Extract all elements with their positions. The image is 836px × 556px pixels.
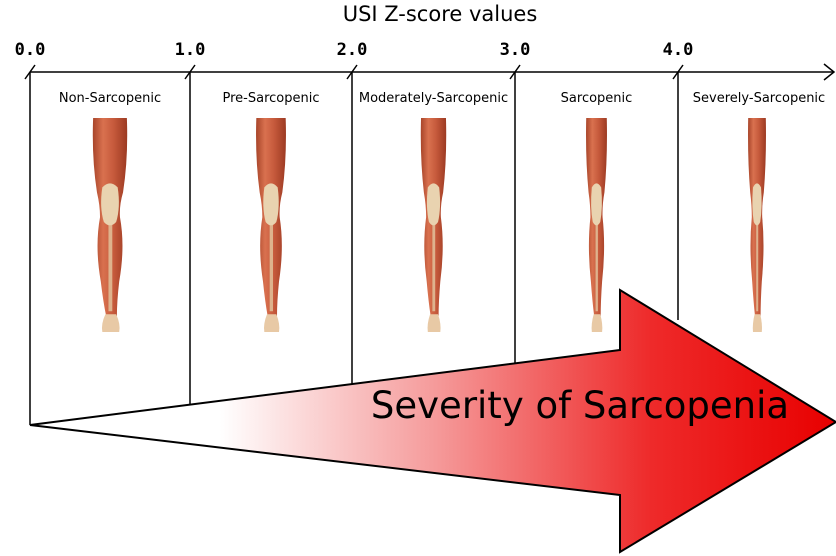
tick-mark — [509, 64, 521, 80]
tick-label: 1.0 — [175, 40, 206, 60]
arrow-label: Severity of Sarcopenia — [371, 384, 789, 427]
stage-label: Severely-Sarcopenic — [693, 91, 825, 106]
leg-illustration — [586, 118, 607, 333]
axis-title: USI Z-score values — [343, 2, 538, 26]
tick-label: 2.0 — [337, 40, 368, 60]
severity-arrow — [29, 288, 836, 554]
tick-mark — [24, 64, 36, 80]
axis-arrowhead — [823, 63, 836, 81]
stage-panels: Non-Sarcopenic Pre-Sarcopenic Moderately-S… — [29, 72, 825, 425]
axis-ticks: 0.0 1.0 2.0 3.0 4.0 — [15, 40, 694, 80]
tick-label: 4.0 — [663, 40, 694, 60]
stage-label: Sarcopenic — [561, 91, 633, 106]
tick-label: 0.0 — [15, 40, 46, 60]
stage-label: Pre-Sarcopenic — [223, 91, 320, 106]
leg-illustration — [256, 118, 286, 333]
tick-mark — [346, 64, 358, 80]
tick-label: 3.0 — [500, 40, 531, 60]
leg-illustration — [92, 118, 128, 333]
stage-label: Non-Sarcopenic — [59, 91, 161, 106]
tick-mark — [672, 64, 684, 80]
leg-illustration — [748, 118, 766, 333]
leg-illustration — [420, 118, 447, 333]
stage-label: Moderately-Sarcopenic — [359, 91, 508, 106]
tick-mark — [184, 64, 196, 80]
